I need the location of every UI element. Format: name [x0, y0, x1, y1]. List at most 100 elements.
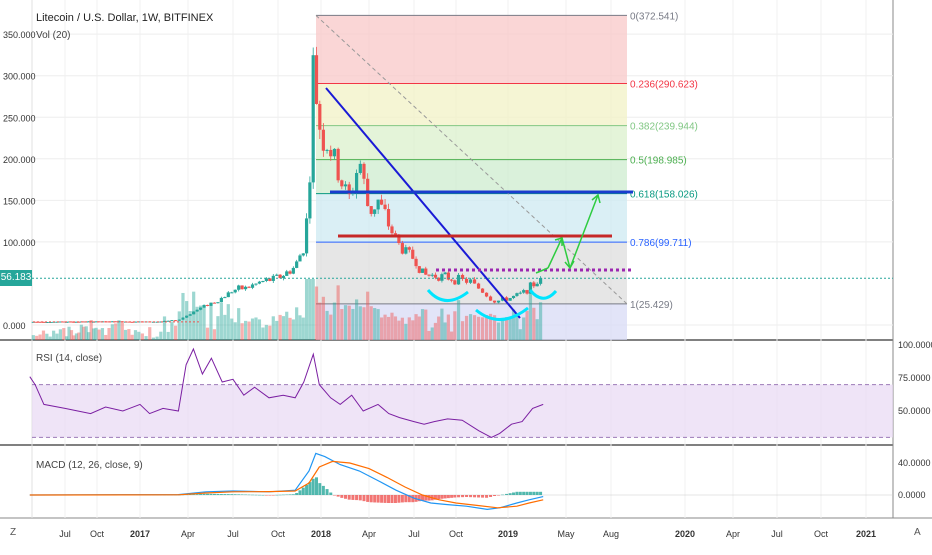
macd-histogram-bar [358, 495, 362, 501]
volume-bar [247, 321, 251, 340]
candle-body [177, 319, 181, 321]
volume-bar [373, 308, 377, 340]
candle-body [268, 278, 272, 281]
projection-arrowhead [554, 237, 563, 246]
volume-bar [417, 316, 421, 340]
candle-body [424, 268, 428, 275]
time-tick: Oct [814, 529, 829, 539]
volume-bar [31, 335, 35, 340]
volume-bar [35, 335, 39, 340]
volume-bar [538, 302, 543, 340]
candle-body [35, 321, 39, 323]
macd-histogram-bar [278, 494, 282, 496]
macd-histogram-bar [321, 485, 325, 495]
volume-bar [427, 330, 431, 340]
candle-body [329, 149, 333, 157]
volume-bar [484, 315, 489, 340]
candle-body [528, 282, 533, 294]
macd-histogram-bar [461, 495, 465, 498]
candle-body [170, 320, 174, 322]
macd-histogram-bar [369, 495, 373, 503]
volume-bar [100, 328, 105, 340]
volume-bar [74, 333, 79, 340]
volume-bar [525, 310, 529, 340]
macd-histogram-bar [397, 495, 401, 503]
macd-histogram-bar [268, 495, 272, 496]
macd-histogram-bar [433, 495, 437, 500]
macd-histogram-bar [271, 495, 275, 496]
macd-histogram-bar [237, 494, 241, 495]
volume-bar [504, 317, 509, 340]
volume-bar [397, 320, 401, 340]
candle-body [192, 311, 196, 315]
volume-bar [209, 303, 213, 340]
volume-bar [166, 331, 170, 340]
candle-body [74, 321, 79, 323]
macd-histogram-bar [291, 494, 295, 495]
candle-body [340, 180, 344, 187]
volume-bar [311, 279, 315, 340]
fib-level-label: 0.5(198.985) [630, 156, 687, 167]
rsi-band [32, 384, 893, 438]
macd-histogram-bar [347, 495, 351, 500]
candle-body [281, 275, 286, 279]
volume-bar [62, 328, 66, 340]
macd-histogram-bar [446, 495, 450, 499]
volume-bar [358, 306, 362, 340]
volume-bar [295, 307, 299, 340]
candle-body [285, 271, 289, 276]
volume-bar [148, 327, 152, 340]
macd-histogram-bar [332, 495, 336, 496]
macd-histogram-bar [295, 493, 299, 495]
macd-histogram-bar [450, 495, 454, 498]
candle-body [492, 300, 497, 303]
volume-bar [535, 319, 539, 340]
candle-body [480, 288, 485, 293]
volume-bar [380, 317, 384, 340]
volume-bar [216, 316, 220, 340]
volume-bar [446, 314, 450, 340]
price-tick: 350.000 [3, 30, 36, 40]
candle-body [383, 204, 387, 210]
candle-body [304, 218, 309, 254]
fib-zone [316, 125, 627, 160]
candle-body [508, 298, 512, 301]
candle-body [437, 277, 441, 281]
volume-bar [55, 333, 59, 340]
fib-zone [316, 83, 627, 126]
volume-bar [362, 307, 366, 340]
candle-body [275, 274, 279, 276]
macd-histogram-bar [383, 495, 387, 503]
macd-histogram-bar [216, 493, 220, 495]
candle-body [386, 209, 391, 227]
time-tick: 2019 [498, 529, 518, 539]
volume-bar [433, 322, 438, 340]
candle-body [226, 292, 230, 298]
candle-body [230, 292, 234, 294]
macd-histogram-bar [288, 494, 292, 495]
time-tick: 2018 [311, 529, 331, 539]
timezone-button[interactable]: Z [10, 527, 17, 538]
macd-histogram-bar [457, 495, 461, 498]
candle-body [354, 172, 359, 193]
volume-bar [72, 335, 76, 340]
right-shoulder-arc [528, 289, 558, 300]
volume-bar [430, 327, 434, 340]
volume-bar [390, 312, 394, 340]
macd-histogram-bar [437, 495, 441, 500]
time-tick: 2021 [856, 529, 876, 539]
candle-body [278, 274, 282, 279]
macd-tick: 0.0000 [898, 490, 926, 500]
candle-body [518, 292, 522, 294]
price-tick: 200.000 [3, 155, 36, 165]
volume-bar [264, 324, 268, 340]
auto-scale-button[interactable]: A [914, 527, 921, 538]
candle-body [247, 286, 251, 288]
candle-body [453, 280, 457, 285]
candle-body [362, 163, 366, 179]
macd-histogram-bar [340, 495, 344, 498]
macd-histogram-bar [417, 495, 421, 502]
volume-bar [271, 316, 275, 340]
volume-bar [159, 331, 163, 340]
